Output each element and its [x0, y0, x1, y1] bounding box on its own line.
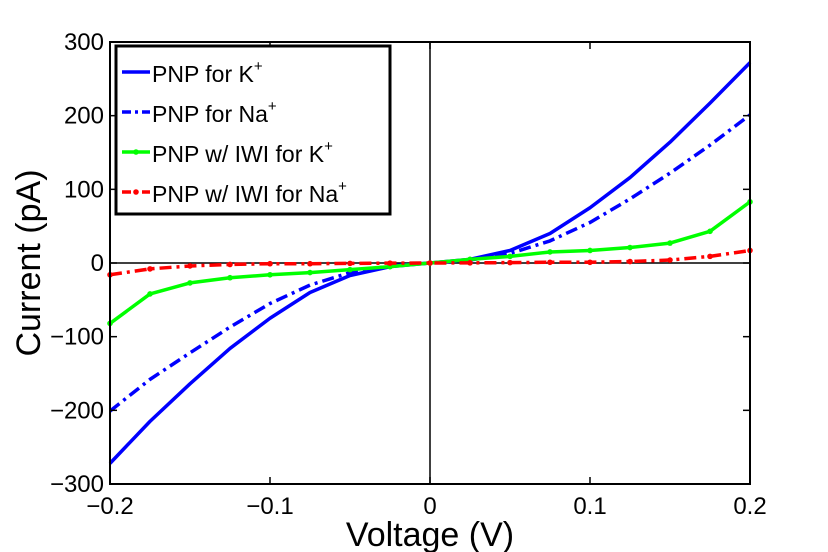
x-tick-label: −0.2 [86, 493, 133, 520]
series-point [587, 247, 593, 254]
y-tick-label: 100 [64, 176, 104, 203]
y-tick-label: 300 [64, 29, 104, 56]
x-tick-label: 0 [423, 493, 436, 520]
legend-marker [133, 189, 139, 195]
x-tick-labels: −0.2 −0.1 0 0.1 0.2 [86, 493, 766, 520]
series-point [587, 259, 593, 266]
legend-entry: PNP w/ IWI for Na+ [122, 178, 347, 207]
series-point [627, 258, 633, 265]
series-line [109, 248, 751, 277]
legend-label-superscript: + [254, 58, 263, 75]
series-point [147, 291, 153, 297]
legend-marker [133, 149, 139, 155]
series-point [507, 259, 513, 266]
series-point [227, 261, 233, 268]
legend-label-superscript: + [338, 178, 347, 195]
legend-label: PNP w/ IWI for Na+ [152, 178, 347, 207]
series-point [427, 260, 433, 266]
series-point [267, 271, 273, 278]
series-point [347, 260, 353, 267]
y-tick-label: −200 [50, 397, 104, 424]
y-tick-label: −100 [50, 324, 104, 351]
series-point [187, 263, 193, 269]
x-tick-label: −0.1 [246, 493, 293, 520]
y-tick-labels: −300 −200 −100 0 100 200 300 [50, 29, 104, 498]
series-layer [107, 61, 753, 465]
series-point [707, 253, 713, 260]
legend-entry: PNP w/ IWI for K+ [122, 138, 333, 167]
series-point [387, 260, 393, 266]
series-point [667, 240, 673, 246]
y-tick-label: −300 [50, 471, 104, 498]
x-tick-label: 0.2 [733, 493, 766, 520]
series-point [667, 257, 673, 263]
series-point [307, 269, 313, 276]
series-point [507, 253, 513, 260]
series-point [547, 259, 553, 266]
legend-label: PNP for K+ [152, 58, 263, 87]
series-point [307, 260, 313, 267]
series-point [147, 266, 153, 272]
series-point [627, 244, 633, 251]
series-3 [107, 247, 753, 278]
x-axis-label: Voltage (V) [346, 516, 514, 552]
series-point [467, 260, 473, 266]
legend-label: PNP for Na+ [152, 98, 277, 127]
y-axis-label: Current (pA) [10, 169, 48, 356]
legend-label-superscript: + [268, 98, 277, 115]
legend-box [114, 44, 392, 216]
series-point [347, 266, 353, 273]
series-point [267, 260, 273, 267]
legend-entry: PNP for Na+ [122, 98, 277, 127]
legend-label: PNP w/ IWI for K+ [152, 138, 333, 167]
legend-entry: PNP for K+ [122, 58, 263, 87]
legend-label-superscript: + [324, 138, 333, 155]
series-point [707, 228, 713, 235]
legend: PNP for K+ PNP for Na+ PNP w/ IWI for K+ PN… [114, 44, 392, 216]
series-point [187, 280, 193, 286]
series-point [227, 274, 233, 281]
y-tick-label: 200 [64, 103, 104, 130]
series-point [547, 249, 553, 255]
y-tick-label: 0 [91, 250, 104, 277]
x-tick-label: 0.1 [573, 493, 606, 520]
